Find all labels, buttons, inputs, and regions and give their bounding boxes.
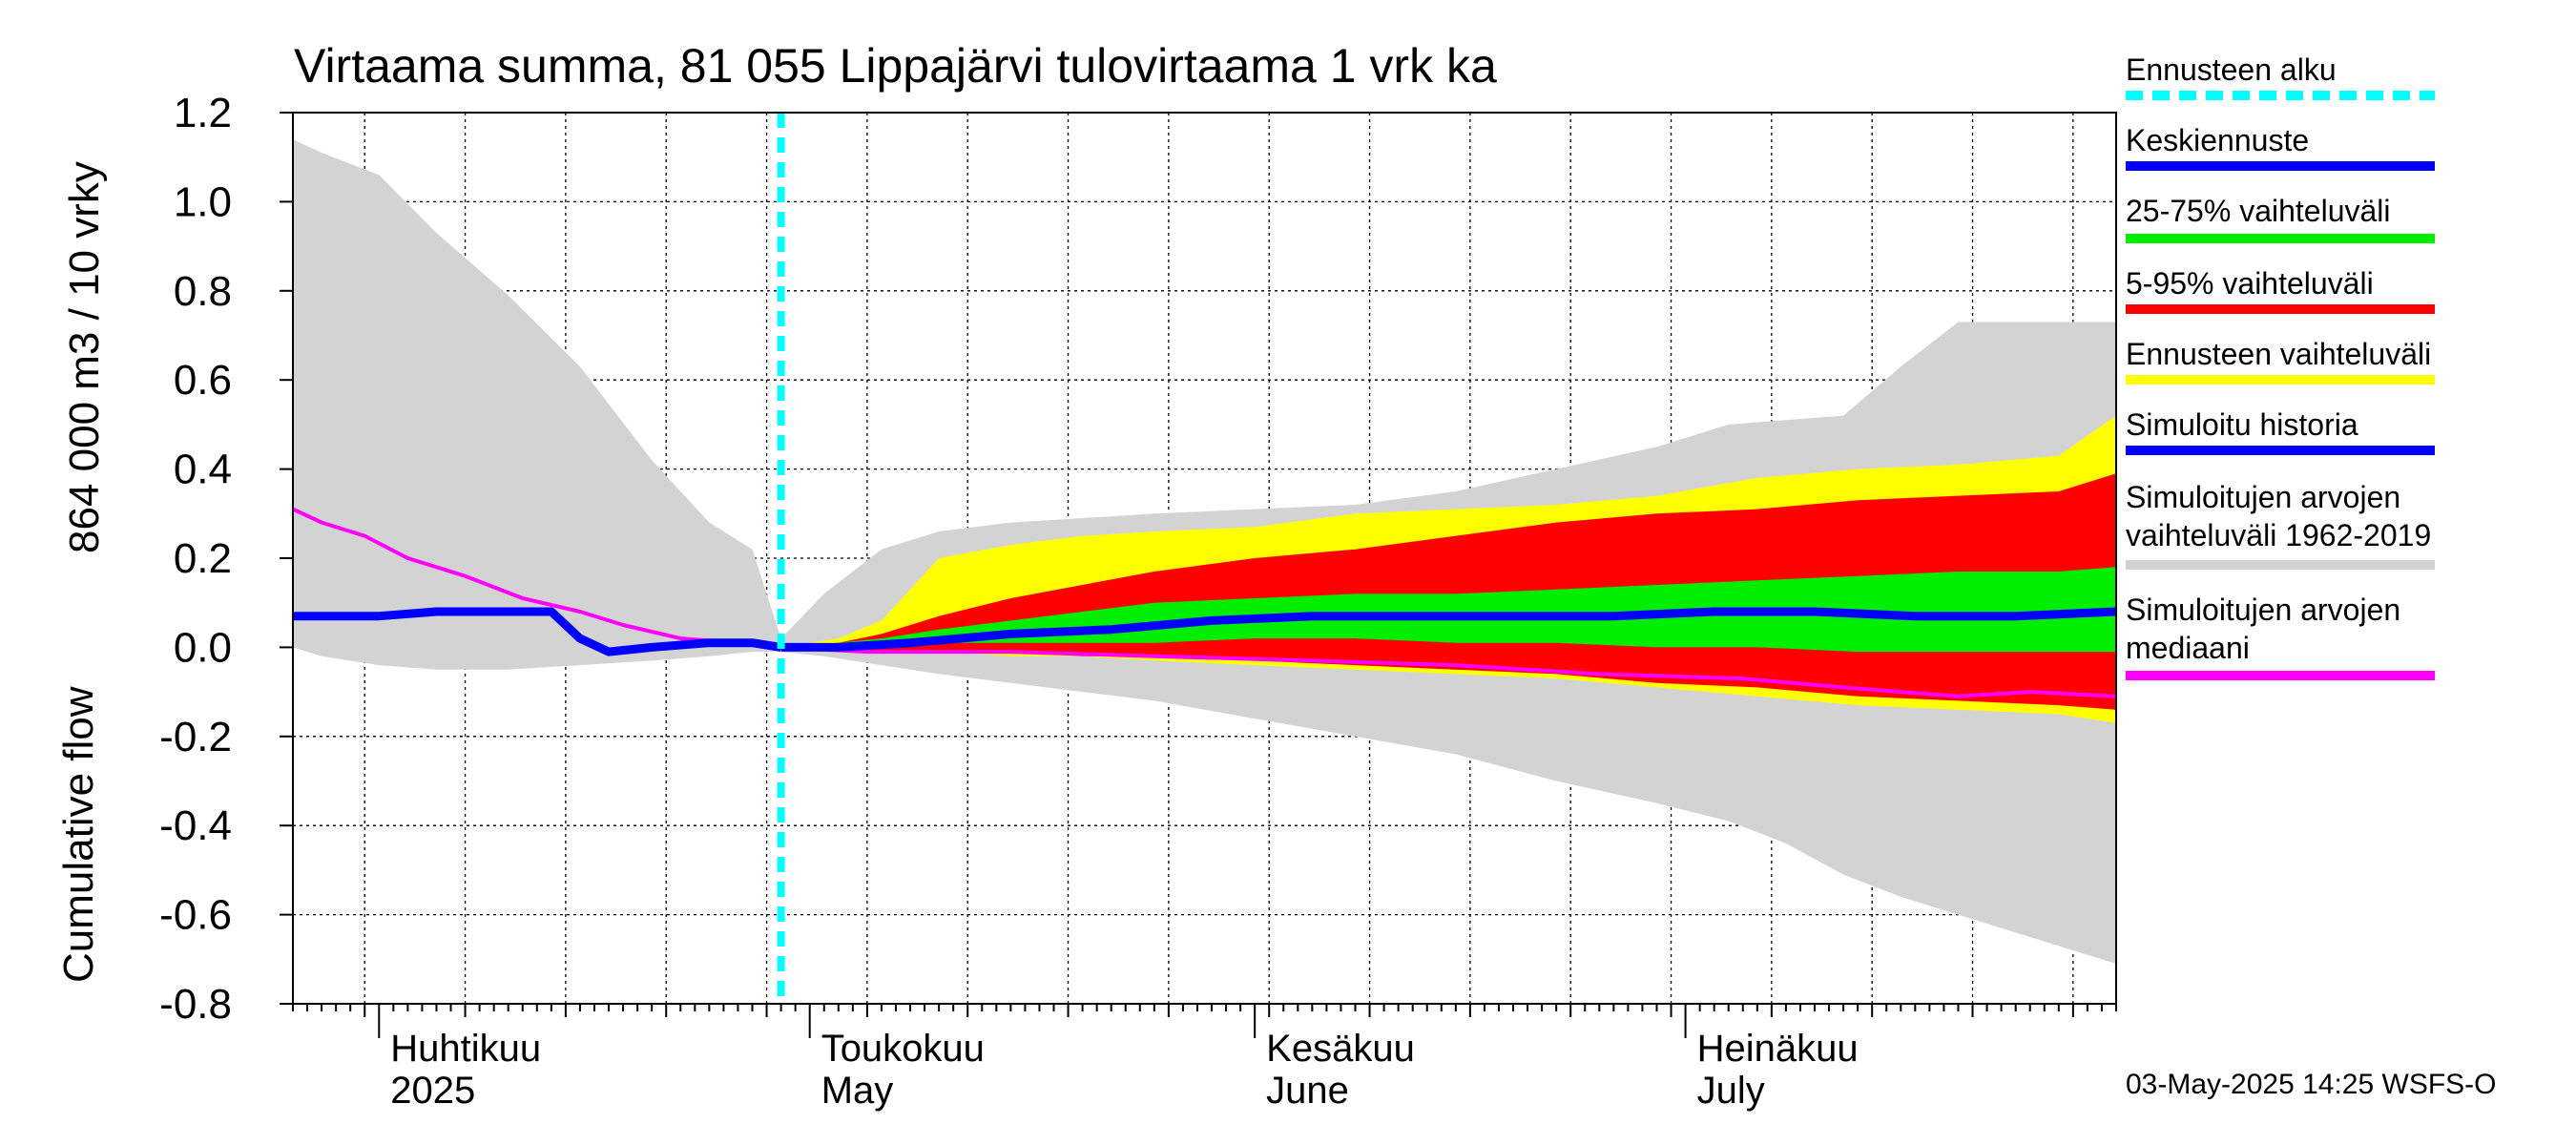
y-axis-label-bottom: Cumulative flow (55, 686, 102, 983)
x-month-label: Toukokuu (821, 1028, 985, 1070)
y-axis: -0.8 -0.6 -0.4 -0.2 0.0 0.2 0.4 0.6 0.8 1.0 1.2 (159, 90, 293, 1028)
chart-title: Virtaama summa, 81 055 Lippajärvi tulovi… (294, 39, 1497, 93)
x-month-sublabel: 2025 (390, 1070, 475, 1112)
y-tick-label: 0.6 (174, 357, 232, 404)
footer-timestamp: 03-May-2025 14:25 WSFS-O (2126, 1069, 2497, 1100)
legend-label: 25-75% vaihteluväli (2126, 194, 2391, 228)
legend: Ennusteen alku Keskiennuste 25-75% vaihtel… (2126, 52, 2435, 680)
legend-label: Ennusteen alku (2126, 52, 2337, 87)
legend-label: Simuloitujen arvojen (2126, 480, 2400, 514)
x-month-sublabel: June (1266, 1070, 1349, 1112)
y-tick-label: 0.2 (174, 535, 232, 582)
y-tick-label: 0.0 (174, 624, 232, 671)
y-tick-label: 0.4 (174, 447, 232, 493)
series-4-line (293, 507, 2116, 698)
plot-area (292, 112, 2117, 1005)
series-2-band (780, 473, 2116, 710)
y-tick-label: -0.6 (159, 892, 232, 939)
series-6-line (780, 607, 2116, 652)
y-tick-label: 0.8 (174, 268, 232, 315)
series-group (293, 139, 2116, 964)
y-tick-label: -0.8 (159, 981, 232, 1028)
legend-label: Ennusteen vaihteluväli (2126, 337, 2431, 371)
x-month-label: Heinäkuu (1697, 1028, 1859, 1070)
y-tick-label: -0.2 (159, 714, 232, 760)
legend-label: Simuloitu historia (2126, 407, 2358, 442)
x-month-label: Huhtikuu (390, 1028, 541, 1070)
legend-label: vaihteluväli 1962-2019 (2126, 518, 2431, 552)
x-month-label: Kesäkuu (1266, 1028, 1415, 1070)
legend-label: Simuloitujen arvojen (2126, 593, 2400, 627)
legend-label: mediaani (2126, 631, 2250, 665)
y-tick-label: -0.4 (159, 802, 232, 849)
x-month-sublabel: July (1697, 1070, 1765, 1112)
y-tick-label: 1.0 (174, 178, 232, 225)
series-5-line (293, 607, 782, 656)
y-tick-label: 1.2 (174, 90, 232, 136)
y-axis-label-top: 864 000 m3 / 10 vrky (61, 161, 108, 553)
legend-label: Keskiennuste (2126, 123, 2309, 157)
x-month-sublabel: May (821, 1070, 894, 1112)
legend-label: 5-95% vaihteluväli (2126, 266, 2374, 301)
